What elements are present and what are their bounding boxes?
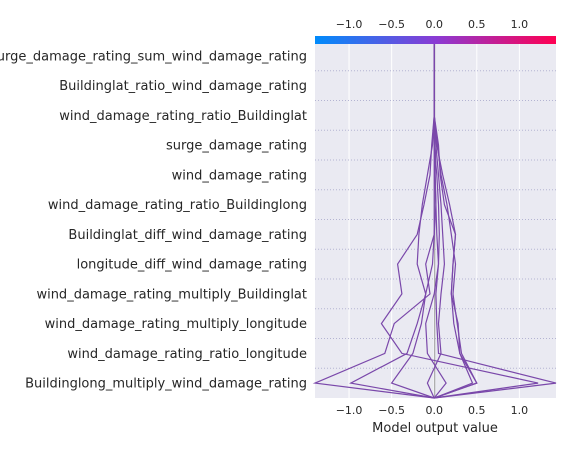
- bottom-tick-label: −1.0: [336, 404, 363, 417]
- top-tick-label: 1.0: [511, 18, 529, 31]
- top-tick-label: −0.5: [378, 18, 405, 31]
- feature-label: Buildinglat_ratio_wind_damage_rating: [59, 79, 307, 94]
- feature-label: wind_damage_rating_ratio_Buildinglat: [59, 109, 307, 124]
- decision-path-9: [433, 41, 557, 399]
- feature-label: Buildinglong_multiply_wind_damage_rating: [25, 377, 307, 392]
- top-axis-ticks: −1.0 −0.5 0.0 0.5 1.0: [336, 18, 528, 31]
- feature-labels: surge_damage_rating_sum_wind_damage_rati…: [0, 49, 307, 391]
- feature-label: wind_damage_rating_ratio_Buildinglong: [48, 198, 307, 213]
- bottom-tick-label: 1.0: [511, 404, 529, 417]
- feature-label: surge_damage_rating_sum_wind_damage_rati…: [0, 49, 307, 64]
- colorbar: [315, 36, 556, 44]
- feature-label: wind_damage_rating_multiply_Buildinglat: [36, 287, 307, 302]
- feature-label: wind_damage_rating_multiply_longitude: [45, 317, 307, 332]
- bottom-tick-label: 0.0: [425, 404, 443, 417]
- top-tick-label: 0.5: [468, 18, 486, 31]
- feature-label: longitude_diff_wind_damage_rating: [77, 258, 307, 273]
- top-tick-label: −1.0: [336, 18, 363, 31]
- bottom-axis-ticks: −1.0 −0.5 0.0 0.5 1.0: [336, 404, 528, 417]
- decision-paths: [312, 41, 557, 399]
- feature-label: surge_damage_rating: [166, 139, 307, 154]
- bottom-tick-label: 0.5: [468, 404, 486, 417]
- feature-label: Buildinglat_diff_wind_damage_rating: [68, 228, 307, 243]
- feature-label: wind_damage_rating_ratio_longitude: [67, 347, 307, 362]
- bottom-tick-label: −0.5: [378, 404, 405, 417]
- x-axis-label: Model output value: [372, 421, 498, 436]
- feature-label: wind_damage_rating: [172, 168, 307, 183]
- top-tick-label: 0.0: [425, 18, 443, 31]
